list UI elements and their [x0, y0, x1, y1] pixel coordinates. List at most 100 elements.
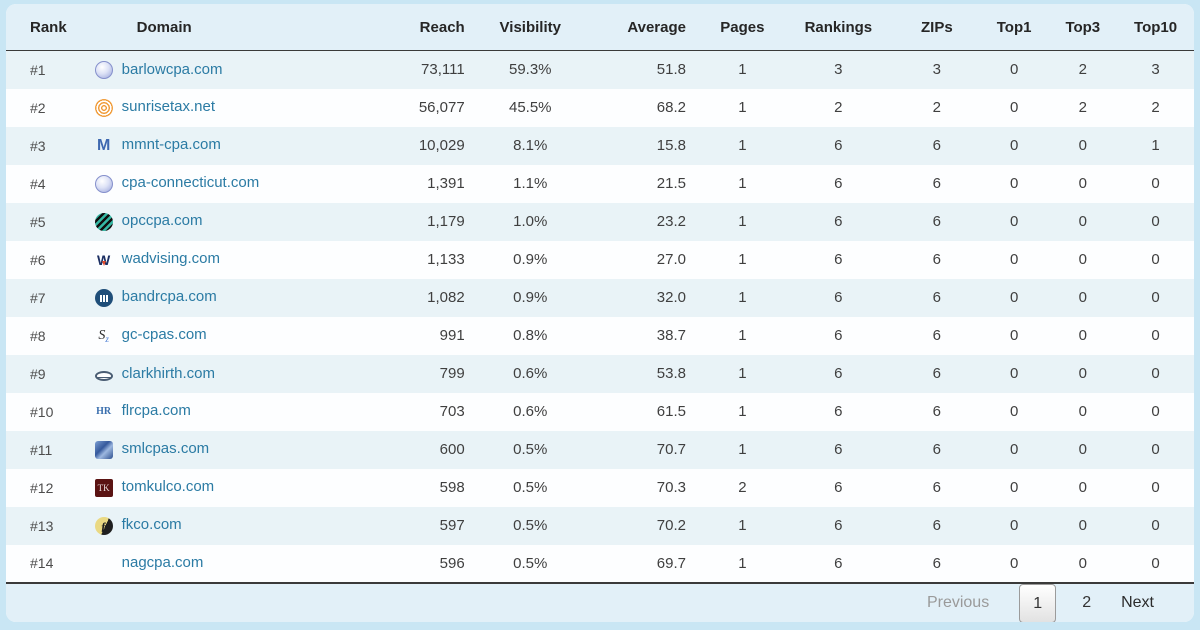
- rank-cell: #6: [30, 251, 46, 268]
- pages-cell: 1: [738, 517, 747, 534]
- rank-cell: #13: [30, 517, 54, 534]
- top1-cell: 0: [1009, 365, 1019, 382]
- domain-link[interactable]: sunrisetax.net: [121, 98, 216, 116]
- rank-cell: #12: [30, 479, 54, 496]
- column-header-zips[interactable]: ZIPs: [893, 4, 980, 51]
- domain-link[interactable]: opccpa.com: [121, 212, 203, 230]
- column-header-top1[interactable]: Top1: [979, 4, 1049, 51]
- domain-link[interactable]: nagcpa.com: [121, 553, 204, 571]
- column-header-rank[interactable]: Rank: [6, 4, 71, 51]
- rankings-cell: 6: [834, 441, 843, 458]
- table-row: #14 nagcpa.com 596 0.5% 69.7 1 6 6 0 0 0: [6, 544, 1194, 584]
- visibility-cell: 0.9%: [513, 251, 548, 268]
- rank-cell: #8: [30, 327, 46, 344]
- domain-cell: opccpa.com: [71, 203, 374, 241]
- column-header-average[interactable]: Average: [585, 4, 702, 51]
- table-row: #7 bandrcpa.com 1,082 0.9% 32.0 1 6 6 0 0 0: [6, 278, 1194, 317]
- zips-cell: 6: [932, 213, 941, 230]
- chart-circle-icon: [94, 288, 113, 307]
- top3-cell: 2: [1078, 99, 1087, 116]
- reach-cell: 799: [439, 365, 465, 382]
- column-header-rankings[interactable]: Rankings: [782, 4, 894, 51]
- zips-cell: 6: [932, 137, 941, 154]
- top3-cell: 2: [1078, 61, 1087, 79]
- table-body: #1 barlowcpa.com 73,111 59.3% 51.8 1 3 3 0 2 3 #2 su…: [6, 50, 1194, 584]
- domain-link[interactable]: mmnt-cpa.com: [121, 136, 221, 154]
- yellow-circle-icon: ƒ: [94, 516, 113, 535]
- top10-cell: 0: [1151, 365, 1160, 382]
- domain-link[interactable]: gc-cpas.com: [121, 326, 207, 344]
- column-header-pages[interactable]: Pages: [701, 4, 783, 51]
- top10-cell: 0: [1151, 479, 1160, 496]
- domain-link[interactable]: tomkulco.com: [121, 478, 215, 496]
- table-row: #1 barlowcpa.com 73,111 59.3% 51.8 1 3 3 0 2 3: [6, 50, 1194, 89]
- average-cell: 70.7: [656, 441, 686, 458]
- reach-cell: 10,029: [418, 137, 465, 154]
- top1-cell: 0: [1009, 137, 1019, 154]
- pages-cell: 1: [738, 289, 747, 306]
- column-header-reach[interactable]: Reach: [373, 4, 475, 51]
- photo-square-icon: [94, 440, 113, 459]
- domain-link[interactable]: clarkhirth.com: [121, 365, 215, 382]
- rankings-cell: 6: [834, 289, 843, 306]
- domain-link[interactable]: barlowcpa.com: [121, 60, 223, 78]
- pagination-page-button-2[interactable]: 2: [1082, 594, 1092, 611]
- column-header-top3[interactable]: Top3: [1048, 4, 1118, 51]
- domain-link[interactable]: bandrcpa.com: [121, 288, 217, 306]
- average-cell: 21.5: [656, 175, 686, 192]
- domain-cell: TK tomkulco.com: [71, 469, 374, 507]
- domain-link[interactable]: fkco.com: [121, 516, 182, 534]
- top1-cell: 0: [1009, 403, 1019, 420]
- top1-cell: 0: [1009, 99, 1019, 116]
- visibility-cell: 1.0%: [513, 213, 548, 230]
- table-row: #4 cpa-connecticut.com 1,391 1.1% 21.5 1 6 6 0 0 0: [6, 164, 1194, 203]
- zips-cell: 6: [932, 441, 941, 458]
- rankings-cell: 6: [834, 403, 843, 420]
- pages-cell: 1: [738, 403, 747, 420]
- visibility-cell: 0.9%: [513, 289, 548, 306]
- visibility-cell: 0.8%: [513, 327, 548, 344]
- stripe-circle-icon: [94, 212, 113, 231]
- pagination-previous-button[interactable]: Previous: [926, 594, 990, 611]
- table-row: #13 ƒ fkco.com 597 0.5% 70.2 1 6 6 0 0 0: [6, 506, 1194, 545]
- top3-cell: 0: [1078, 137, 1087, 154]
- domain-cell: ƒ fkco.com: [71, 507, 374, 545]
- visibility-cell: 0.5%: [513, 517, 548, 534]
- pagination-next-button[interactable]: Next: [1121, 594, 1154, 611]
- zips-cell: 6: [932, 327, 941, 344]
- tk-square-icon: TK: [94, 478, 113, 497]
- reach-cell: 56,077: [418, 99, 465, 116]
- rank-cell: #3: [30, 137, 46, 154]
- visibility-cell: 0.5%: [474, 544, 586, 584]
- rank-cell: #1: [30, 61, 46, 78]
- visibility-cell: 0.5%: [513, 479, 548, 496]
- top1-cell: 0: [1009, 175, 1019, 192]
- top10-cell: 0: [1151, 441, 1160, 458]
- domain-link[interactable]: flrcpa.com: [121, 402, 191, 420]
- average-cell: 53.8: [656, 365, 686, 382]
- rank-cell: #9: [30, 365, 46, 382]
- visibility-cell: 59.3%: [508, 61, 552, 79]
- zips-cell: 2: [932, 99, 941, 116]
- domain-link[interactable]: smlcpas.com: [121, 440, 210, 458]
- column-header-domain[interactable]: Domain: [70, 4, 374, 51]
- pagination-page-button-1[interactable]: 1: [1019, 583, 1057, 622]
- monogram-m-icon: M: [96, 136, 111, 154]
- average-cell: 15.8: [656, 137, 686, 154]
- top1-cell: 0: [1009, 213, 1019, 230]
- column-header-visibility[interactable]: Visibility: [474, 4, 586, 51]
- top3-cell: 0: [1078, 441, 1087, 458]
- column-header-top10[interactable]: Top10: [1117, 4, 1194, 51]
- domain-link[interactable]: cpa-connecticut.com: [121, 174, 260, 192]
- rank-cell: #4: [30, 175, 46, 192]
- rank-cell: #11: [30, 441, 53, 458]
- table-row: #9 clarkhirth.com 799 0.6% 53.8 1 6 6 0 0 0: [6, 354, 1194, 393]
- domain-link[interactable]: wadvising.com: [121, 250, 221, 268]
- pages-cell: 1: [738, 99, 747, 116]
- rankings-cell: 3: [834, 61, 843, 79]
- reach-cell: 1,391: [427, 175, 465, 192]
- visibility-cell: 0.6%: [513, 365, 548, 382]
